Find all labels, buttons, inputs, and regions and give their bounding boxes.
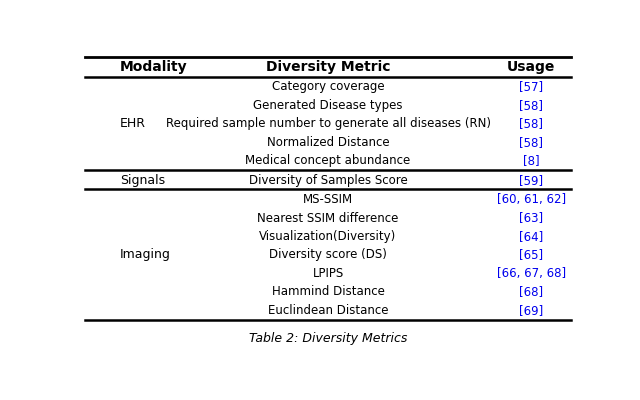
Text: [64]: [64] <box>519 230 543 243</box>
Text: [66, 67, 68]: [66, 67, 68] <box>497 267 566 280</box>
Text: [8]: [8] <box>523 154 540 167</box>
Text: Modality: Modality <box>120 60 188 74</box>
Text: [57]: [57] <box>519 80 543 93</box>
Text: [65]: [65] <box>519 248 543 262</box>
Text: MS-SSIM: MS-SSIM <box>303 193 353 206</box>
Text: Visualization(Diversity): Visualization(Diversity) <box>259 230 397 243</box>
Text: [58]: [58] <box>520 117 543 130</box>
Text: Diversity score (DS): Diversity score (DS) <box>269 248 387 262</box>
Text: Imaging: Imaging <box>120 248 170 262</box>
Text: EHR: EHR <box>120 117 146 130</box>
Text: Diversity Metric: Diversity Metric <box>266 60 390 74</box>
Text: [63]: [63] <box>519 212 543 224</box>
Text: Normalized Distance: Normalized Distance <box>267 136 389 149</box>
Text: Required sample number to generate all diseases (RN): Required sample number to generate all d… <box>166 117 490 130</box>
Text: Medical concept abundance: Medical concept abundance <box>245 154 411 167</box>
Text: Category coverage: Category coverage <box>272 80 384 93</box>
Text: [58]: [58] <box>520 99 543 112</box>
Text: [58]: [58] <box>520 136 543 149</box>
Text: Hammind Distance: Hammind Distance <box>271 286 385 298</box>
Text: Usage: Usage <box>507 60 556 74</box>
Text: Euclindean Distance: Euclindean Distance <box>268 304 388 317</box>
Text: [59]: [59] <box>519 174 543 187</box>
Text: Diversity of Samples Score: Diversity of Samples Score <box>248 174 408 187</box>
Text: [68]: [68] <box>519 286 543 298</box>
Text: [60, 61, 62]: [60, 61, 62] <box>497 193 566 206</box>
Text: Generated Disease types: Generated Disease types <box>253 99 403 112</box>
Text: [69]: [69] <box>519 304 543 317</box>
Text: Signals: Signals <box>120 174 165 187</box>
Text: Table 2: Diversity Metrics: Table 2: Diversity Metrics <box>249 332 407 345</box>
Text: LPIPS: LPIPS <box>312 267 344 280</box>
Text: Nearest SSIM difference: Nearest SSIM difference <box>257 212 399 224</box>
